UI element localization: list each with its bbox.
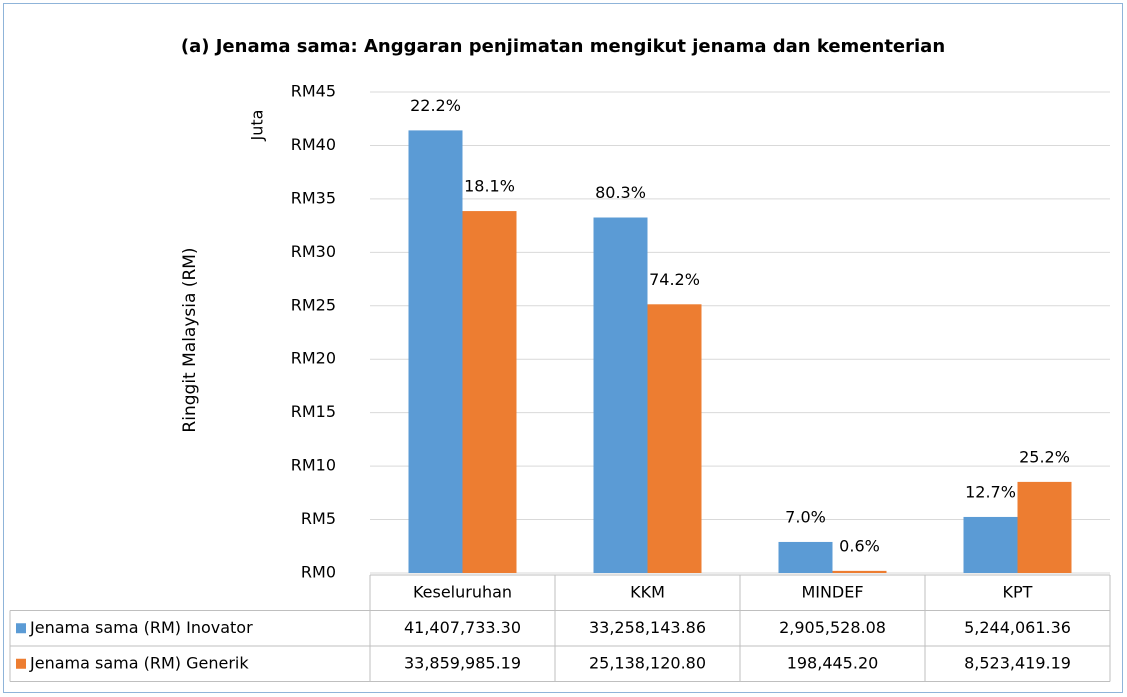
y-tick-label: RM40 — [291, 135, 336, 154]
percentage-label: 12.7% — [965, 482, 1016, 501]
percentage-label: 80.3% — [595, 183, 646, 202]
bar — [462, 211, 517, 573]
y-tick-label: RM5 — [301, 509, 336, 528]
bar — [408, 130, 463, 573]
table-cell: 33,859,985.19 — [404, 653, 521, 672]
percentage-label: 22.2% — [410, 96, 461, 115]
bar — [778, 541, 833, 573]
table-cell: 198,445.20 — [787, 653, 879, 672]
legend-swatch — [16, 658, 26, 669]
y-tick-label: RM20 — [291, 349, 336, 368]
bar — [832, 570, 887, 573]
bar — [1017, 481, 1072, 573]
y-tick-label: RM15 — [291, 402, 336, 421]
percentage-label: 18.1% — [464, 177, 515, 196]
percentage-label: 74.2% — [649, 270, 700, 289]
y-axis-unit: Juta — [248, 110, 267, 142]
legend-label: Jenama sama (RM) Generik — [29, 653, 249, 672]
percentage-label: 25.2% — [1019, 447, 1070, 466]
table-cell: 41,407,733.30 — [404, 618, 521, 637]
legend-label: Jenama sama (RM) Inovator — [29, 618, 253, 637]
y-tick-label: RM0 — [301, 563, 336, 582]
y-tick-label: RM35 — [291, 188, 336, 207]
bar — [647, 304, 702, 573]
bar — [963, 516, 1018, 573]
x-tick-label: Keseluruhan — [413, 582, 512, 601]
y-tick-label: RM10 — [291, 456, 336, 475]
table-cell: 5,244,061.36 — [964, 618, 1071, 637]
table-cell: 33,258,143.86 — [589, 618, 706, 637]
bar — [593, 217, 648, 574]
y-axis-label: Ringgit Malaysia (RM) — [180, 247, 200, 432]
chart-title: (a) Jenama sama: Anggaran penjimatan men… — [181, 36, 945, 57]
table-cell: 25,138,120.80 — [589, 653, 706, 672]
x-tick-label: KPT — [1003, 582, 1033, 601]
chart-border — [3, 3, 1123, 693]
table-cell: 8,523,419.19 — [964, 653, 1071, 672]
percentage-label: 7.0% — [785, 507, 826, 526]
x-tick-label: MINDEF — [801, 582, 863, 601]
y-tick-label: RM30 — [291, 242, 336, 261]
y-tick-label: RM45 — [291, 82, 336, 101]
x-tick-label: KKM — [630, 582, 665, 601]
y-tick-label: RM25 — [291, 295, 336, 314]
legend-swatch — [16, 623, 26, 634]
table-cell: 2,905,528.08 — [779, 618, 886, 637]
percentage-label: 0.6% — [839, 536, 880, 555]
